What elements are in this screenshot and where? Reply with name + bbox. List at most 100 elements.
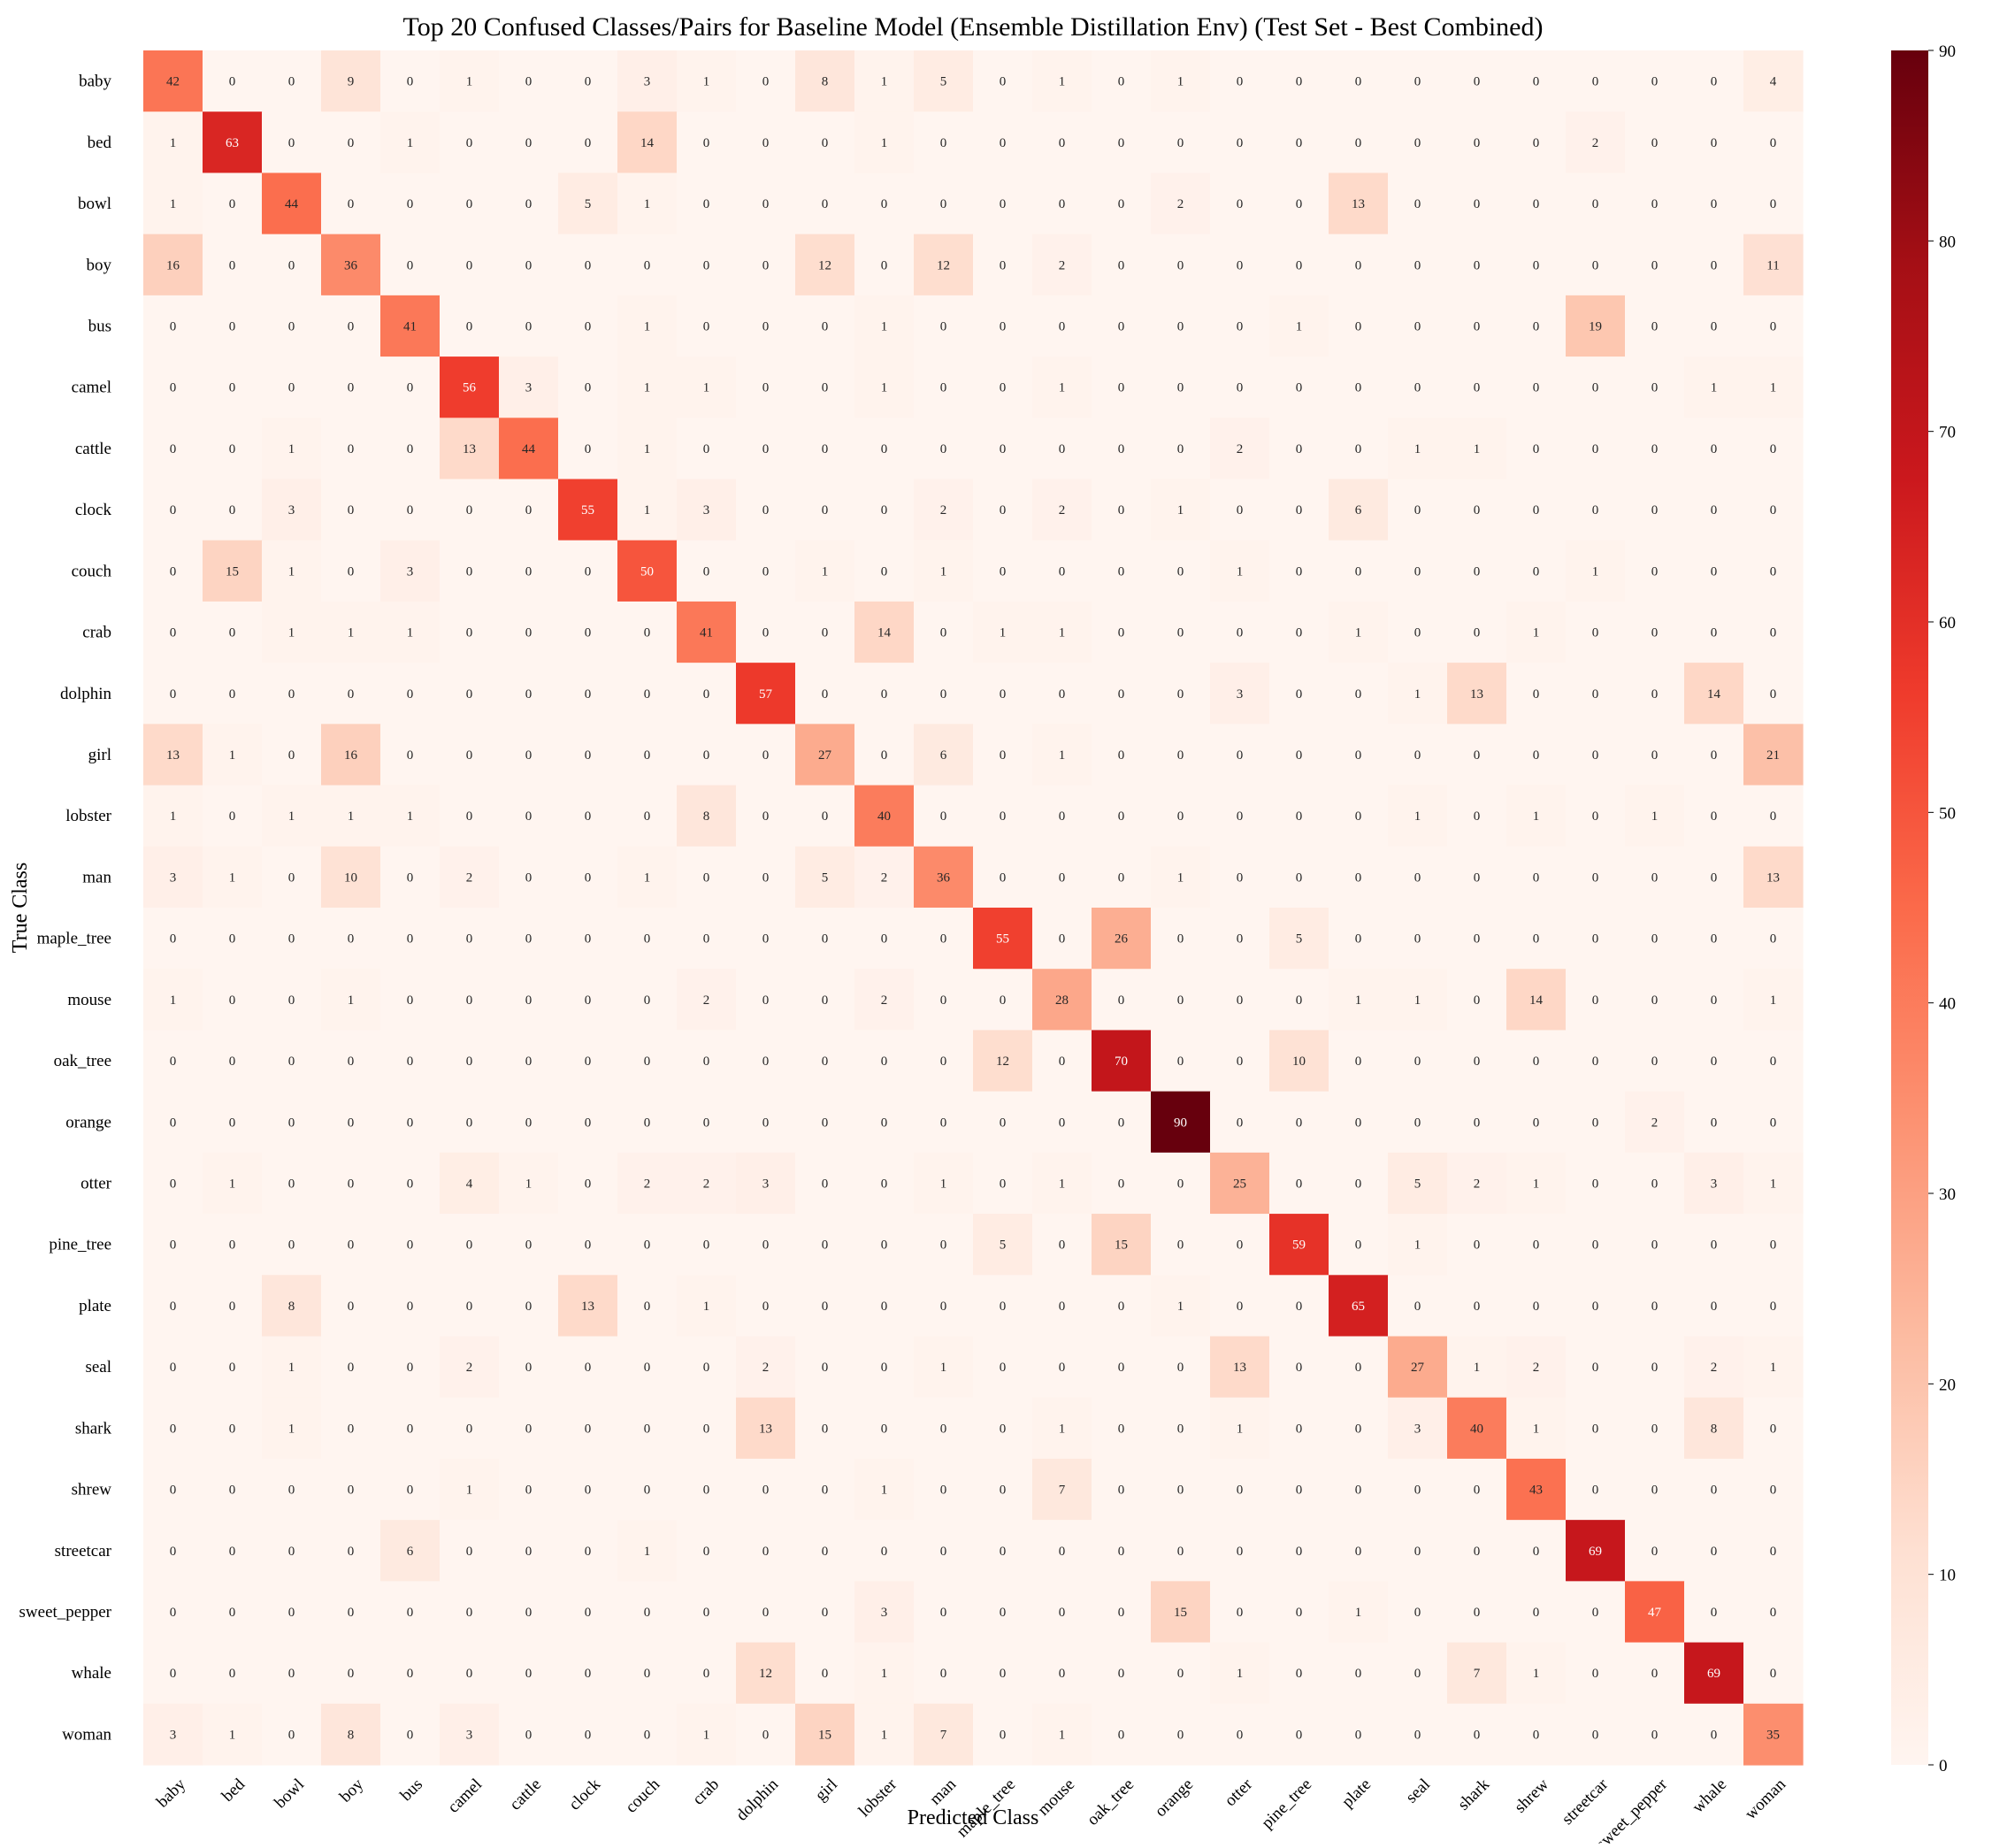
cell-value-label: 1: [1355, 626, 1362, 640]
heatmap-cell: [321, 908, 381, 970]
cell-value-label: 0: [1118, 75, 1125, 89]
heatmap-cell: [1032, 1458, 1092, 1521]
heatmap-cell: [380, 1520, 441, 1582]
cell-value-label: 16: [344, 748, 358, 763]
cell-value-label: 0: [288, 1545, 295, 1559]
cell-value-label: 1: [288, 1422, 295, 1436]
heatmap-cell: [617, 663, 678, 725]
cell-value-label: 0: [881, 1238, 888, 1253]
heatmap-cell: [736, 1091, 796, 1154]
cell-value-label: 0: [348, 1054, 355, 1069]
cell-value-label: 0: [170, 1177, 177, 1191]
y-tick-label: baby: [79, 73, 111, 91]
cell-value-label: 0: [1118, 870, 1125, 885]
cell-value-label: 1: [644, 442, 651, 456]
heatmap-cell: [1566, 1336, 1626, 1399]
heatmap-cell: [499, 111, 559, 174]
heatmap-cell: [677, 111, 737, 174]
heatmap-cell: [677, 1214, 737, 1276]
cell-value-label: 0: [1592, 258, 1599, 272]
heatmap-cell: [1092, 418, 1152, 480]
heatmap-cell: [143, 1581, 203, 1644]
cell-value-label: 1: [1237, 1667, 1244, 1681]
heatmap-cell: [973, 1458, 1033, 1521]
heatmap-cell: [1269, 846, 1329, 909]
colorbar-tick-label: 80: [1939, 233, 1956, 251]
heatmap-cell: [617, 1091, 678, 1154]
heatmap-cell: [677, 908, 737, 970]
heatmap-cell: [736, 295, 796, 357]
cell-value-label: 0: [170, 319, 177, 334]
heatmap-cell: [143, 50, 203, 112]
cell-value-label: 1: [881, 381, 888, 395]
heatmap-cell: [1269, 969, 1329, 1031]
heatmap-cell: [1566, 1458, 1626, 1521]
cell-value-label: 0: [1651, 993, 1659, 1008]
cell-value-label: 0: [1059, 687, 1066, 702]
cell-value-label: 0: [466, 197, 473, 211]
cell-value-label: 0: [229, 381, 236, 395]
heatmap-cell: [854, 1091, 915, 1154]
heatmap-cell: [854, 1520, 915, 1582]
heatmap-cell: [1151, 295, 1211, 357]
heatmap-cell: [736, 1030, 796, 1093]
heatmap-cell: [1092, 1152, 1152, 1215]
heatmap-cell: [973, 1703, 1033, 1766]
cell-value-label: 0: [822, 381, 829, 395]
cell-value-label: 0: [822, 503, 829, 518]
cell-value-label: 0: [1592, 1422, 1599, 1436]
heatmap-cell: [440, 295, 500, 357]
cell-value-label: 13: [1470, 687, 1483, 702]
heatmap-cell: [1743, 418, 1804, 480]
heatmap-cell: [558, 1520, 618, 1582]
cell-value-label: 0: [881, 503, 888, 518]
cell-value-label: 0: [170, 626, 177, 640]
cell-value-label: 0: [229, 319, 236, 334]
cell-value-label: 0: [1059, 1054, 1066, 1069]
heatmap-cell: [1329, 1152, 1389, 1215]
cell-value-label: 0: [762, 1545, 770, 1559]
cell-value-label: 12: [937, 258, 950, 272]
heatmap-cell: [914, 1458, 974, 1521]
cell-value-label: 0: [1296, 626, 1303, 640]
heatmap-cell: [854, 418, 915, 480]
cell-value-label: 0: [1592, 1667, 1599, 1681]
heatmap-cell: [1743, 234, 1804, 296]
cell-value-label: 0: [1296, 442, 1303, 456]
heatmap-cell: [1092, 1091, 1152, 1154]
cell-value-label: 1: [940, 564, 947, 579]
heatmap-cell: [1506, 173, 1567, 235]
heatmap-cell: [617, 234, 678, 296]
heatmap-cell: [1506, 234, 1567, 296]
heatmap-cell: [1210, 357, 1270, 418]
heatmap-cell: [1625, 969, 1685, 1031]
cell-value-label: 0: [762, 503, 770, 518]
heatmap-cell: [677, 357, 737, 418]
heatmap-cell: [262, 1458, 322, 1521]
heatmap-cell: [499, 1642, 559, 1705]
heatmap-cell: [973, 418, 1033, 480]
cell-value-label: 15: [1174, 1606, 1187, 1620]
cell-value-label: 0: [585, 1116, 592, 1130]
heatmap-cell: [1329, 1091, 1389, 1154]
y-tick-label: orange: [65, 1113, 111, 1131]
heatmap-cell: [203, 1520, 263, 1582]
heatmap-cell: [736, 1520, 796, 1582]
cell-value-label: 0: [762, 1728, 770, 1742]
cell-value-label: 13: [166, 748, 180, 763]
cell-value-label: 0: [585, 1484, 592, 1498]
cell-value-label: 0: [1474, 993, 1481, 1008]
cell-value-label: 0: [288, 993, 295, 1008]
heatmap-cell: [1388, 50, 1448, 112]
cell-value-label: 0: [585, 1422, 592, 1436]
heatmap-cell: [1566, 1275, 1626, 1338]
cell-value-label: 0: [703, 197, 710, 211]
cell-value-label: 0: [1651, 748, 1659, 763]
cell-value-label: 0: [1414, 1116, 1421, 1130]
cell-value-label: 2: [1651, 1116, 1659, 1130]
cell-value-label: 0: [703, 1238, 710, 1253]
cell-value-label: 0: [1711, 564, 1718, 579]
cell-value-label: 0: [1118, 1606, 1125, 1620]
cell-value-label: 12: [818, 258, 831, 272]
